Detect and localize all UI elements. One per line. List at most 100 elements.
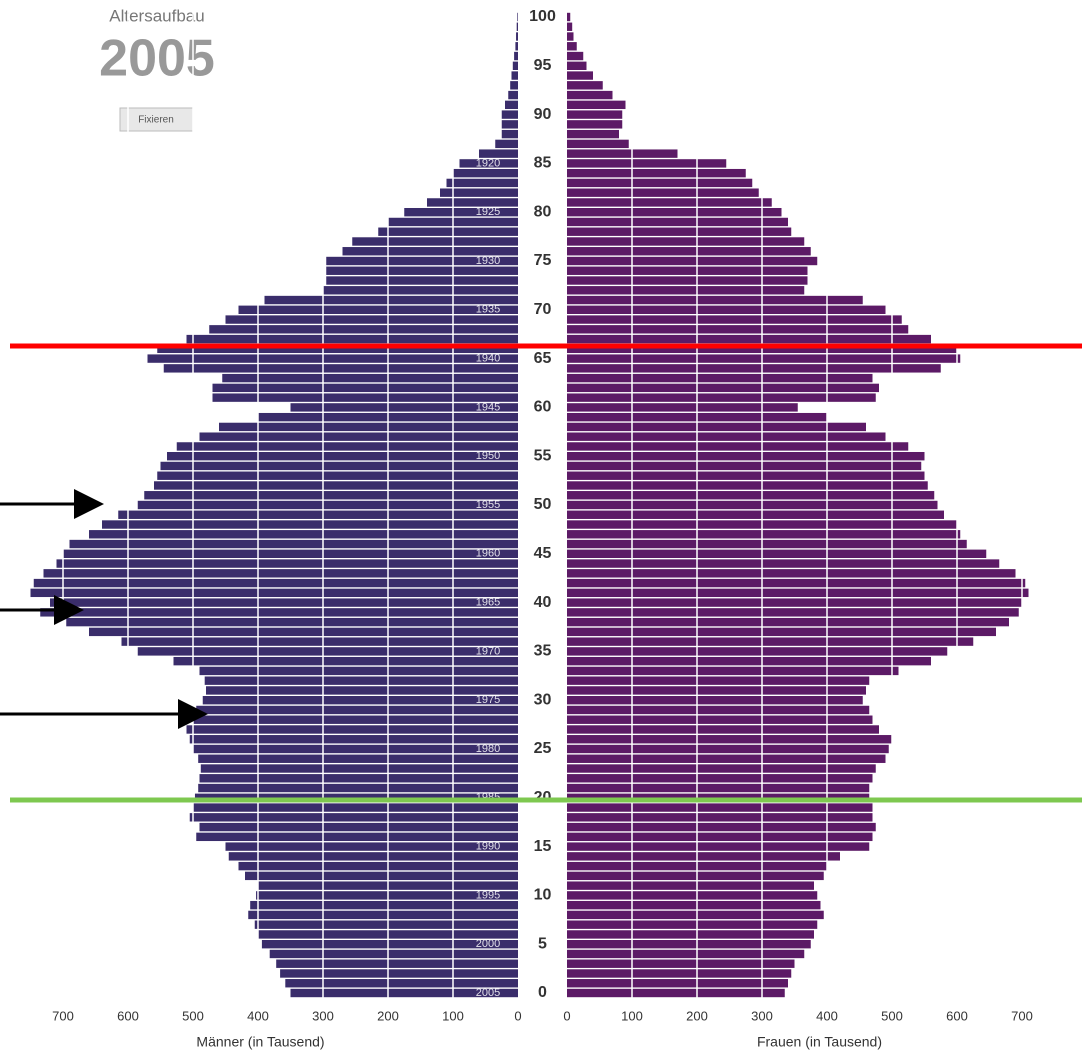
bar: [440, 188, 518, 197]
bar: [50, 598, 518, 607]
bar: [206, 686, 518, 695]
y-tick-label: 50: [534, 496, 552, 513]
bar: [256, 891, 518, 900]
bar: [567, 227, 792, 236]
bar: [567, 334, 931, 344]
y-tick-label: 90: [534, 106, 552, 123]
year-label: 1945: [476, 401, 500, 413]
bar: [505, 100, 518, 110]
bar: [209, 325, 518, 334]
bar: [567, 549, 987, 558]
bar: [567, 783, 870, 793]
bar: [245, 871, 518, 881]
bar: [121, 637, 518, 646]
bar: [567, 295, 863, 305]
fix-button-label[interactable]: Fixieren: [138, 115, 174, 126]
bar: [567, 705, 870, 715]
bar: [157, 471, 518, 480]
bar: [567, 139, 629, 149]
x-tick-label: 600: [117, 1008, 139, 1023]
bar: [238, 305, 518, 314]
bar: [517, 12, 518, 22]
bar: [567, 891, 818, 900]
x-tick-label: 700: [52, 1008, 74, 1023]
bar: [510, 81, 518, 90]
bar: [264, 295, 518, 305]
bar: [567, 696, 863, 705]
x-tick-label: 200: [686, 1008, 708, 1023]
bar: [567, 940, 811, 949]
y-tick-label: 25: [534, 740, 552, 757]
bar: [567, 110, 623, 119]
year-title: 2005: [99, 30, 215, 88]
bar: [225, 315, 518, 324]
bar: [501, 120, 518, 129]
x-tick-label: 400: [816, 1008, 838, 1023]
x-tick-label: 100: [442, 1008, 464, 1023]
bar: [269, 949, 518, 959]
bar: [280, 969, 518, 978]
year-label: 1970: [476, 645, 500, 657]
bar: [567, 930, 814, 939]
bar: [342, 247, 518, 256]
bar: [567, 12, 571, 22]
year-label: 1920: [476, 157, 500, 169]
bar: [326, 256, 518, 266]
bar: [567, 637, 974, 646]
bar: [567, 881, 814, 890]
bar: [567, 920, 818, 929]
bar: [567, 735, 892, 744]
bar: [219, 422, 518, 432]
bar: [567, 676, 870, 685]
bar: [567, 247, 811, 256]
bar: [198, 754, 518, 763]
bar: [501, 129, 518, 139]
bar: [567, 354, 961, 363]
bar: [567, 481, 928, 490]
bar: [567, 754, 886, 763]
y-tick-label: 55: [534, 447, 552, 464]
bar: [567, 432, 886, 441]
bar: [212, 393, 518, 402]
bar: [567, 32, 574, 41]
year-label: 1930: [476, 255, 500, 267]
bar: [118, 510, 518, 519]
y-tick-label: 5: [538, 935, 547, 952]
x-tick-label: 600: [946, 1008, 968, 1023]
bar: [567, 315, 902, 324]
axis-label: Frauen (in Tausend): [757, 1034, 882, 1050]
bar: [567, 364, 941, 373]
bar: [567, 725, 879, 734]
bar: [248, 910, 518, 920]
bar: [567, 559, 1000, 568]
bar: [567, 149, 678, 158]
bar: [404, 208, 518, 217]
bar: [199, 432, 518, 441]
bar: [56, 559, 518, 568]
bar: [567, 276, 808, 285]
bar: [196, 705, 518, 715]
bar: [89, 530, 518, 539]
bar: [290, 403, 518, 412]
x-tick-label: 200: [377, 1008, 399, 1023]
bar: [567, 217, 788, 227]
year-label: 2005: [476, 987, 500, 999]
bar: [567, 832, 873, 842]
bar: [567, 129, 619, 139]
y-tick-label: 80: [534, 203, 552, 220]
bar: [567, 969, 792, 978]
bar: [514, 51, 518, 61]
bar: [567, 627, 996, 637]
year-label: 1955: [476, 499, 500, 511]
bar: [147, 354, 518, 363]
bar: [254, 920, 518, 929]
bar: [199, 774, 518, 783]
bar: [567, 168, 746, 178]
bar: [200, 764, 519, 773]
x-tick-label: 100: [621, 1008, 643, 1023]
y-tick-label: 15: [534, 838, 552, 855]
bar: [137, 500, 518, 510]
bar: [567, 813, 873, 822]
bar: [189, 735, 518, 744]
